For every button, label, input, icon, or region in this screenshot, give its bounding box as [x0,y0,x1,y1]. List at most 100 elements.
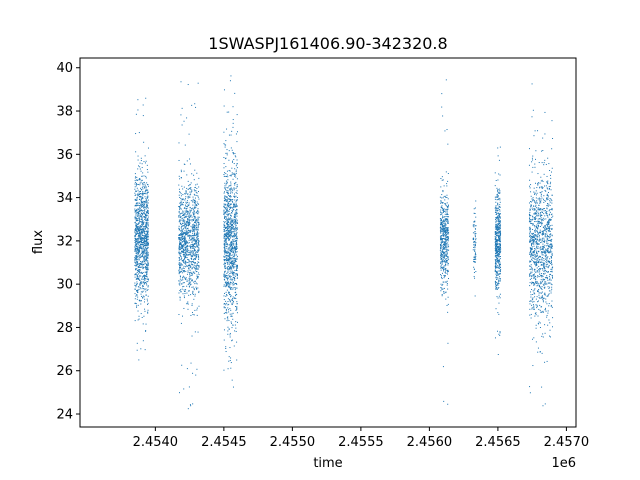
data-point [447,198,449,200]
data-point [180,213,182,215]
data-point [184,276,186,278]
data-point [542,209,544,211]
data-point [224,267,226,269]
data-point [440,230,442,232]
data-point [147,251,149,253]
data-point [231,236,233,238]
data-point [224,188,226,190]
data-point [196,274,198,276]
data-point [226,250,228,252]
data-point [225,312,227,314]
data-point [543,297,545,299]
data-point [183,269,185,271]
data-point [551,288,553,290]
data-point [443,268,445,270]
data-point [145,323,147,325]
data-point [440,269,442,271]
data-point [145,330,147,332]
data-point [180,243,182,245]
data-point [235,235,237,237]
data-point [499,272,501,274]
data-point [235,241,237,243]
data-point [498,235,500,237]
data-point [445,231,447,233]
data-point [146,211,148,213]
data-point [498,238,500,240]
data-point [190,210,192,212]
data-point [497,192,499,194]
data-point [142,172,144,174]
data-point [145,268,147,270]
data-point [191,246,193,248]
data-point [443,243,445,245]
data-point [446,202,448,204]
data-point [181,250,183,252]
data-point [223,167,225,169]
data-point [191,219,193,221]
data-point [137,237,139,239]
data-point [445,270,447,272]
data-point [194,216,196,218]
data-point [138,256,140,258]
data-point [223,203,225,205]
data-point [135,233,137,235]
data-point [544,256,546,258]
data-point [134,221,136,223]
data-point [230,196,232,198]
data-point [229,254,231,256]
data-point [495,249,497,251]
data-point [192,250,194,252]
data-point [144,218,146,220]
data-point [144,185,146,187]
data-point [497,226,499,228]
data-point [223,255,225,257]
data-point [186,368,188,370]
data-point [537,209,539,211]
data-point [442,259,444,261]
data-point [192,246,194,248]
data-point [234,250,236,252]
data-point [234,263,236,265]
data-point [178,228,180,230]
data-point [146,225,148,227]
data-point [474,243,476,245]
data-point [225,260,227,262]
data-point [191,229,193,231]
data-point [545,224,547,226]
data-point [224,158,226,160]
data-point [141,286,143,288]
data-point [224,267,226,269]
data-point [141,261,143,263]
data-point [474,257,476,259]
data-point [549,225,551,227]
data-point [444,254,446,256]
data-point [139,233,141,235]
data-point [187,235,189,237]
data-point [143,221,145,223]
data-point [235,204,237,206]
data-point [439,196,441,198]
data-point [440,238,442,240]
data-point [541,191,543,193]
data-point [193,244,195,246]
data-point [447,218,449,220]
data-point [228,229,230,231]
data-point [445,217,447,219]
data-point [235,181,237,183]
data-point [474,235,476,237]
data-point [137,319,139,321]
data-point [142,232,144,234]
data-point [495,205,497,207]
data-point [146,215,148,217]
data-point [134,210,136,212]
data-point [145,254,147,256]
data-point [178,271,180,273]
data-point [230,174,232,176]
data-point [188,219,190,221]
data-point [229,222,231,224]
data-point [193,287,195,289]
data-point [538,197,540,199]
data-point [529,229,531,231]
data-point [139,241,141,243]
data-point [146,265,148,267]
